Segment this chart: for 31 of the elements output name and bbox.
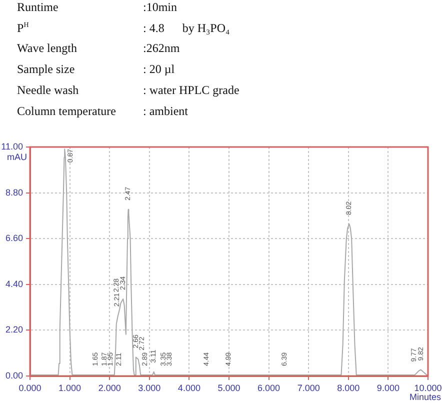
y-tick-label: 8.80: [5, 187, 23, 198]
x-axis-title: Minutes: [409, 392, 442, 402]
text: :10min: [143, 0, 178, 14]
x-tick-label: 5.000: [218, 382, 240, 393]
x-tick-label: 0.000: [18, 382, 42, 393]
y-tick-label: 2.20: [5, 324, 23, 335]
x-tick-label: 9.000: [376, 382, 400, 393]
y-tick-label: 0.00: [5, 370, 23, 380]
x-tick-label: 4.000: [178, 382, 200, 393]
text: Sample size: [17, 62, 75, 76]
x-tick-label: 7.000: [297, 382, 320, 393]
x-tick-label: 8.000: [337, 382, 360, 393]
x-tick-label: 2.000: [98, 382, 121, 393]
x-tick-label: 6.000: [258, 382, 280, 393]
x-tick-label: 1.000: [58, 382, 82, 393]
text: Wave length: [17, 41, 78, 56]
y-tick-label: 4.40: [5, 278, 23, 289]
y-axis-title: mAU: [7, 152, 27, 162]
text: : 4.8 by H₃PO₄: [143, 20, 230, 35]
x-tick-label: 3.000: [138, 382, 161, 393]
text: Needle wash: [17, 82, 79, 97]
text: Runtime: [17, 0, 58, 14]
y-tick-label: 11.00: [1, 141, 23, 152]
x-tick-label: 10.000: [414, 382, 442, 393]
text: Column temperature: [17, 104, 116, 118]
text: : ambient: [143, 104, 188, 118]
text: :262nm: [143, 41, 180, 56]
text: P$^{H}$: [17, 20, 29, 35]
text: : 20 µl: [143, 62, 175, 76]
text: : water HPLC grade: [143, 82, 240, 97]
y-tick-label: 6.60: [5, 233, 23, 244]
